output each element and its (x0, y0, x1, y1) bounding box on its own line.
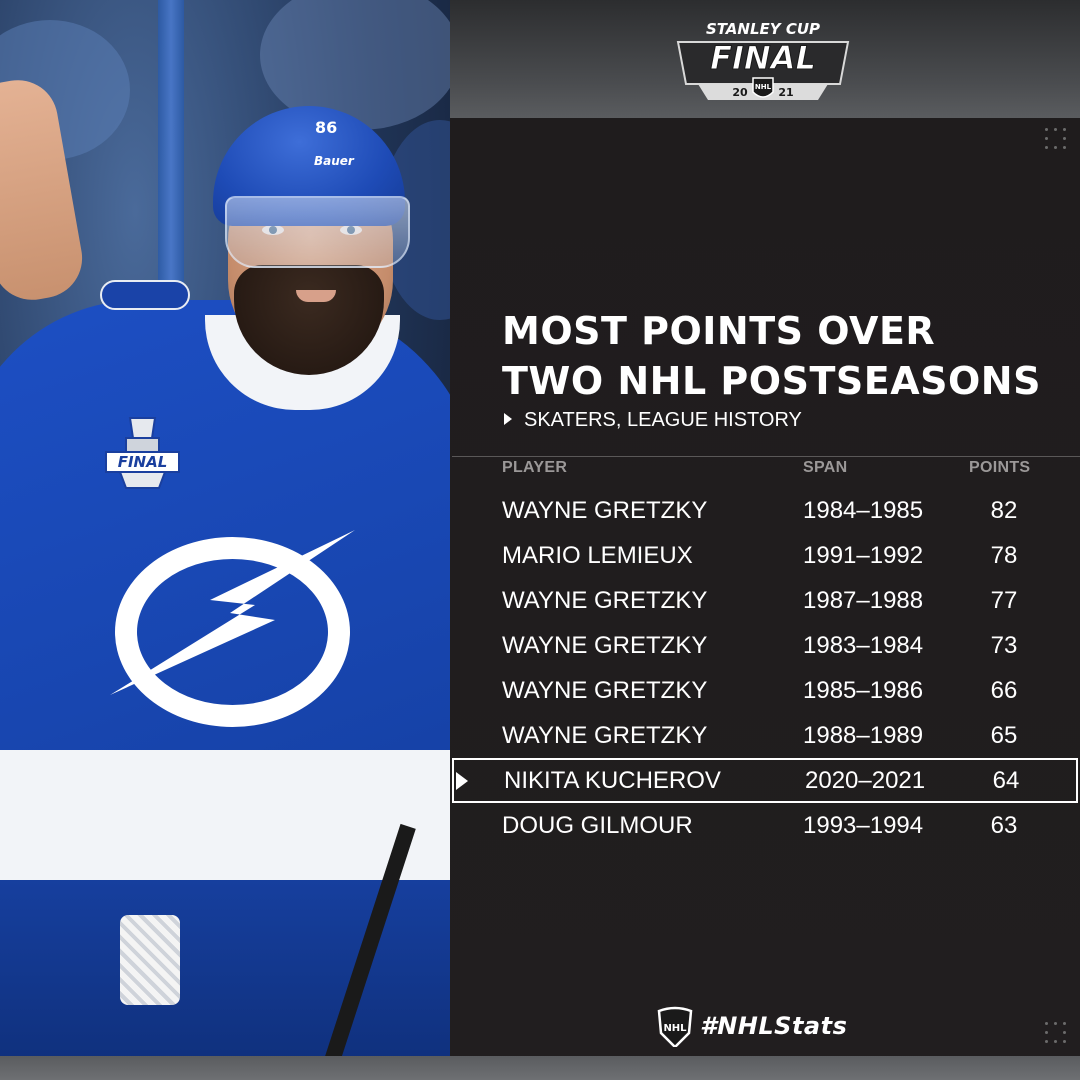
player-name: WAYNE GRETZKY (502, 677, 708, 704)
player-name: MARIO LEMIEUX (502, 542, 693, 569)
subtitle: SKATERS, LEAGUE HISTORY (504, 406, 802, 434)
table-row-highlighted: NIKITA KUCHEROV 2020–2021 64 (452, 758, 1078, 803)
title-line-1: MOST POINTS OVER (502, 309, 936, 353)
hashtag: #NHLStats (700, 1012, 848, 1040)
nhl-shield-icon: NHL (657, 1006, 693, 1047)
season-span: 1987–1988 (803, 587, 924, 614)
table-row: DOUG GILMOUR 1993–1994 63 (452, 803, 1078, 848)
subtitle-text: SKATERS, LEAGUE HISTORY (524, 409, 802, 431)
column-header-player: PLAYER (502, 459, 568, 476)
table-row: WAYNE GRETZKY 1985–1986 66 (452, 668, 1078, 713)
season-span: 1985–1986 (803, 677, 924, 704)
corner-dots-bottom (1045, 1022, 1067, 1044)
play-triangle-icon (504, 413, 512, 425)
helmet-number: 86 (315, 118, 338, 137)
points-value: 64 (992, 767, 1020, 794)
patch-label: FINAL (118, 453, 168, 471)
player-name: DOUG GILMOUR (502, 812, 693, 839)
points-value: 73 (990, 632, 1018, 659)
stanley-cup-final-logo: STANLEY CUP FINAL 20 21 NHL (676, 20, 850, 100)
lightning-logo-icon (110, 530, 355, 695)
player-name: NIKITA KUCHEROV (504, 767, 721, 794)
table-row: MARIO LEMIEUX 1991–1992 78 (452, 533, 1078, 578)
points-value: 65 (990, 722, 1018, 749)
player-name: WAYNE GRETZKY (502, 587, 708, 614)
page-title: MOST POINTS OVER TWO NHL POSTSEASONS (502, 306, 1072, 406)
corner-dots-top (1045, 128, 1067, 150)
footer: NHL #NHLStats (656, 1005, 847, 1047)
table-row: WAYNE GRETZKY 1984–1985 82 (452, 488, 1078, 533)
helmet-brand: Bauer (314, 154, 354, 168)
svg-text:FINAL: FINAL (710, 39, 816, 77)
points-value: 77 (990, 587, 1018, 614)
points-value: 63 (990, 812, 1018, 839)
table-row: WAYNE GRETZKY 1987–1988 77 (452, 578, 1078, 623)
bottom-band (0, 1056, 1080, 1080)
season-span: 1993–1994 (803, 812, 924, 839)
season-span: 2020–2021 (805, 767, 926, 794)
stats-panel (450, 118, 1080, 1056)
player-photo: 86 Bauer FINAL (0, 0, 450, 1056)
table-row: WAYNE GRETZKY 1988–1989 65 (452, 713, 1078, 758)
stanley-cup-patch-icon: FINAL (105, 417, 180, 489)
player-name: WAYNE GRETZKY (502, 632, 708, 659)
table-row: WAYNE GRETZKY 1983–1984 73 (452, 623, 1078, 668)
season-span: 1983–1984 (803, 632, 924, 659)
title-line-2: TWO NHL POSTSEASONS (502, 359, 1041, 403)
player-name: WAYNE GRETZKY (502, 722, 708, 749)
svg-text:21: 21 (778, 86, 793, 99)
player-name: WAYNE GRETZKY (502, 497, 708, 524)
header-divider (452, 456, 1080, 457)
points-value: 66 (990, 677, 1018, 704)
column-header-span: SPAN (803, 459, 848, 476)
svg-text:STANLEY CUP: STANLEY CUP (706, 20, 820, 38)
column-header-points: POINTS (969, 459, 1031, 476)
points-value: 82 (990, 497, 1018, 524)
svg-text:20: 20 (732, 86, 748, 99)
svg-text:NHL: NHL (755, 83, 772, 91)
season-span: 1988–1989 (803, 722, 924, 749)
highlight-triangle-icon (456, 772, 468, 790)
points-value: 78 (990, 542, 1018, 569)
season-span: 1984–1985 (803, 497, 924, 524)
svg-text:NHL: NHL (663, 1023, 687, 1034)
season-span: 1991–1992 (803, 542, 924, 569)
